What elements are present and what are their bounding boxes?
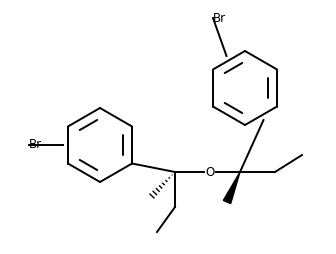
Text: O: O bbox=[205, 166, 215, 179]
Text: Br: Br bbox=[29, 138, 42, 151]
Polygon shape bbox=[223, 172, 240, 204]
Text: Br: Br bbox=[213, 11, 226, 24]
